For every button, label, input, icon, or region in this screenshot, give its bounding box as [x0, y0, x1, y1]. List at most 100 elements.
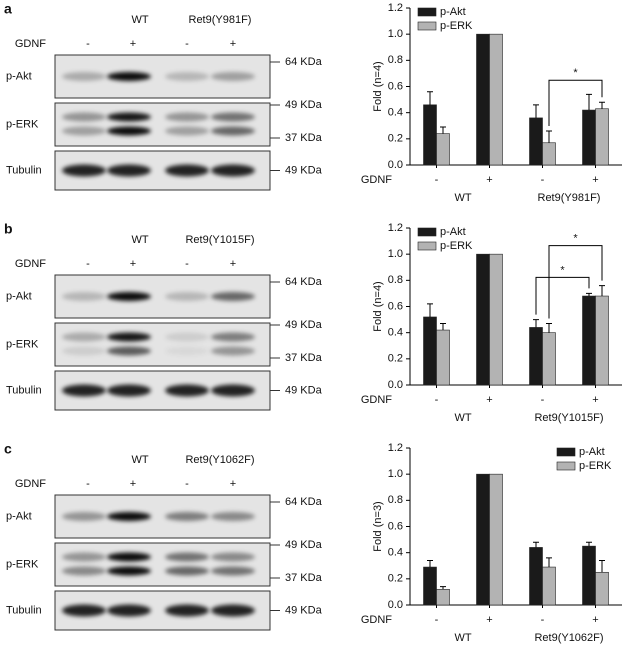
y-tick-label: 1.2: [388, 2, 403, 14]
marker-label: 49 KDa: [285, 539, 323, 551]
bar: [529, 547, 543, 606]
x-tick-label: +: [486, 614, 492, 626]
row-label: Tubulin: [6, 164, 42, 176]
group-label: Ret9(Y1062F): [185, 454, 254, 466]
error-bar: [440, 323, 446, 331]
group-label: WT: [454, 192, 471, 204]
blot-band: [165, 552, 209, 562]
blot-box: [54, 322, 271, 367]
legend-swatch: [417, 7, 437, 17]
marker-label: 49 KDa: [285, 164, 323, 176]
blot-band: [211, 604, 255, 617]
blot-band: [165, 346, 209, 356]
legend-swatch: [417, 227, 437, 237]
gdnf-sign: -: [86, 38, 90, 50]
gdnf-sign: +: [130, 38, 136, 50]
y-tick-label: 0.4: [388, 547, 403, 559]
marker-label: 49 KDa: [285, 384, 323, 396]
legend-label: p-Akt: [440, 226, 466, 238]
panel-label: c: [4, 441, 12, 457]
panel: c WT Ret9(Y1062F) GDNF - + - + p-Akt 64 KDa p-ERK 4…: [4, 441, 323, 631]
bar: [436, 133, 450, 166]
x-tick-label: -: [435, 394, 439, 406]
y-axis-label: Fold (n=4): [372, 61, 384, 111]
group-label: Ret9(Y981F): [538, 192, 601, 204]
gdnf-sign: +: [130, 258, 136, 270]
error-bar: [586, 93, 592, 111]
group-label: WT: [454, 412, 471, 424]
bar: [489, 33, 503, 166]
x-tick-label: -: [541, 614, 545, 626]
error-bar: [586, 541, 592, 547]
bar: [582, 109, 596, 166]
x-axis-label: GDNF: [361, 174, 392, 186]
legend-swatch: [556, 447, 576, 457]
bar: [476, 33, 490, 166]
group-label: WT: [131, 14, 148, 26]
error-bar: [427, 560, 433, 568]
row-label: p-Akt: [6, 510, 32, 522]
gdnf-label: GDNF: [15, 258, 46, 270]
y-tick-label: 0.0: [388, 599, 403, 611]
y-tick-label: 0.6: [388, 300, 403, 312]
significance-bracket: [548, 79, 603, 126]
row-label: p-ERK: [6, 338, 39, 350]
y-tick-label: 0.4: [388, 107, 403, 119]
marker-label: 37 KDa: [285, 352, 323, 364]
bar: [582, 545, 596, 606]
error-bar: [599, 285, 605, 297]
error-bar: [546, 557, 552, 568]
significance-star: *: [573, 232, 578, 244]
bar: [476, 473, 490, 606]
blot-band: [165, 72, 209, 81]
blot-band: [107, 566, 151, 576]
x-tick-label: +: [592, 174, 598, 186]
x-tick-label: -: [435, 614, 439, 626]
y-tick-label: 0.8: [388, 54, 403, 66]
marker-label: 37 KDa: [285, 572, 323, 584]
significance-bracket: [548, 245, 603, 319]
gdnf-sign: -: [86, 478, 90, 490]
bar: [542, 332, 556, 386]
marker-label: 37 KDa: [285, 132, 323, 144]
bar: [423, 104, 437, 166]
blot-band: [107, 384, 151, 397]
blot-band: [107, 552, 151, 562]
blot-band: [107, 126, 151, 136]
blot-band: [211, 164, 255, 177]
bar: [595, 295, 609, 386]
legend-label: p-Akt: [440, 6, 466, 18]
blot-band: [165, 512, 209, 521]
legend-swatch: [417, 241, 437, 251]
error-bar: [599, 101, 605, 109]
blot-band: [62, 512, 106, 521]
error-bar: [533, 541, 539, 548]
blot-band: [107, 604, 151, 617]
blot-band: [62, 384, 106, 397]
gdnf-sign: -: [185, 478, 189, 490]
error-bar: [586, 292, 592, 297]
marker-label: 64 KDa: [285, 276, 323, 288]
error-bar: [599, 560, 605, 573]
significance-star: *: [573, 67, 578, 79]
blot-band: [107, 332, 151, 342]
error-bar: [533, 319, 539, 328]
blot-band: [165, 112, 209, 122]
group-label: WT: [131, 454, 148, 466]
gdnf-sign: -: [185, 38, 189, 50]
group-label: Ret9(Y1015F): [185, 234, 254, 246]
error-bar: [440, 126, 446, 134]
row-label: p-Akt: [6, 290, 32, 302]
marker-label: 49 KDa: [285, 99, 323, 111]
gdnf-sign: +: [130, 478, 136, 490]
blot-band: [62, 126, 106, 136]
gdnf-sign: +: [230, 38, 236, 50]
row-label: p-ERK: [6, 558, 39, 570]
y-tick-label: 0.2: [388, 133, 403, 145]
y-axis-label: Fold (n=4): [372, 281, 384, 331]
marker-label: 64 KDa: [285, 496, 323, 508]
bar: [423, 316, 437, 386]
blot-band: [211, 292, 255, 301]
blot-box: [54, 102, 271, 147]
blot-band: [107, 164, 151, 177]
